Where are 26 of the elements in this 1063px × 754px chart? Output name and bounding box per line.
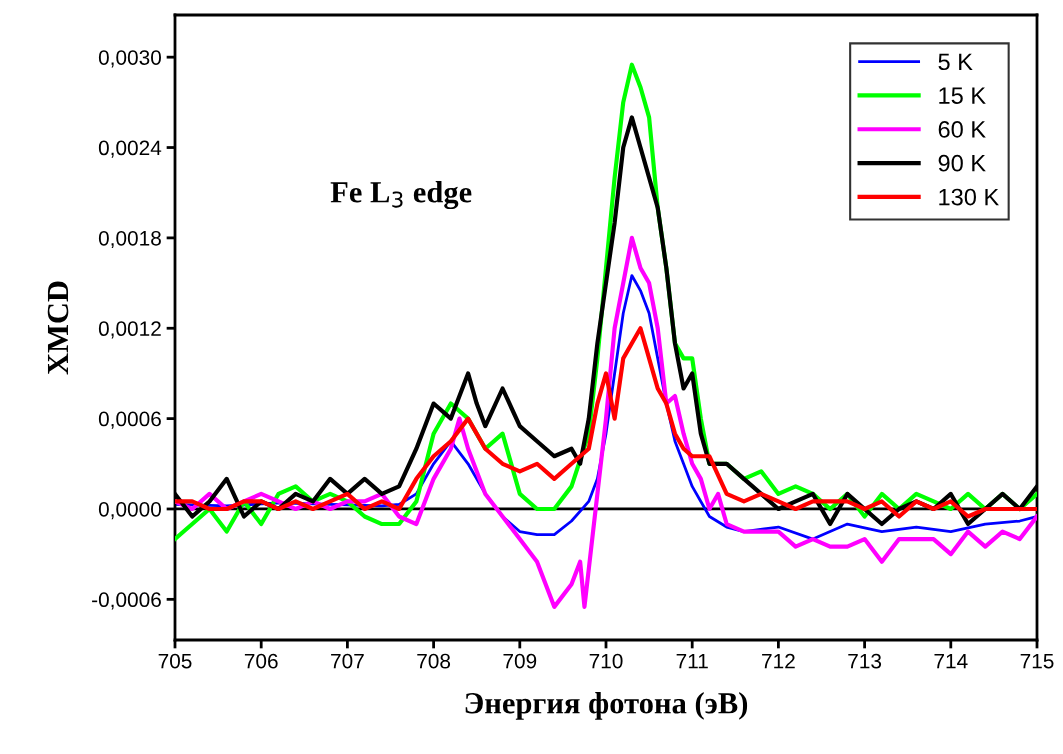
x-tick-label: 715 <box>1020 653 1054 669</box>
y-tick-label: 0,0030 <box>98 50 161 68</box>
legend-label: 60 K <box>938 121 986 138</box>
x-tick-label: 714 <box>934 653 968 669</box>
legend-label: 90 K <box>938 154 986 172</box>
x-tick-label: 707 <box>331 653 364 669</box>
y-tick-label: 0,0024 <box>98 140 162 158</box>
x-tick-label: 709 <box>503 653 537 669</box>
legend-label: 130 K <box>939 188 999 206</box>
x-tick-label: 711 <box>676 653 708 669</box>
x-tick-label: 708 <box>417 653 451 669</box>
x-tick-label: 706 <box>244 653 278 669</box>
y-axis-title: XMCD <box>47 281 69 375</box>
x-axis-title: Энергия фотона (эВ) <box>465 692 748 720</box>
x-tick-label: 712 <box>762 653 795 669</box>
x-tick-label: 713 <box>848 653 882 669</box>
annotation: Fe L$_{3}$ edge <box>330 181 472 210</box>
y-tick-label: 0,0006 <box>98 411 161 429</box>
x-tick-label: 710 <box>589 653 623 669</box>
y-tick-label: -0,0006 <box>92 592 161 610</box>
y-tick-label: 0,0012 <box>98 321 161 339</box>
x-tick-label: 705 <box>158 653 192 669</box>
legend-label: 15 K <box>939 87 986 104</box>
y-tick-label: 0,0018 <box>98 230 161 249</box>
y-tick-label: 0,0000 <box>98 501 161 520</box>
legend-label: 5 K <box>938 53 973 71</box>
